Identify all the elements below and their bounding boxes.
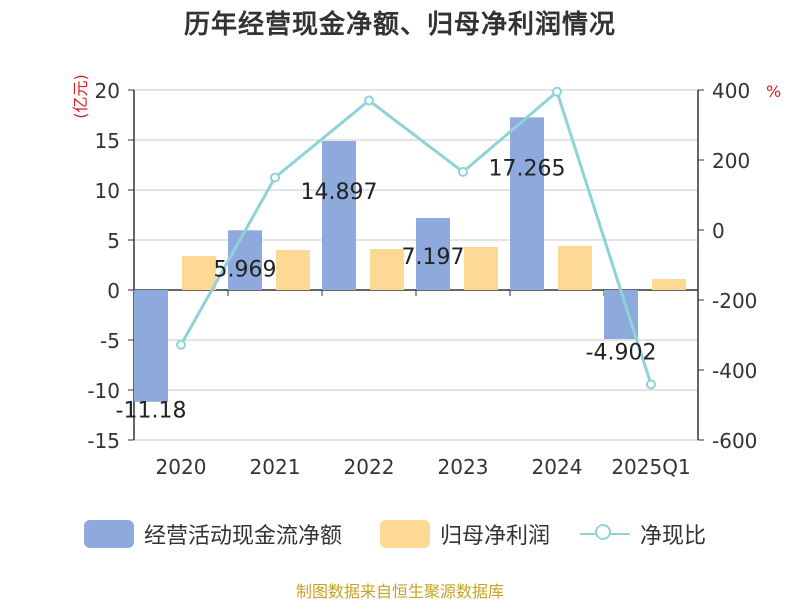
left-tick-label: 15: [95, 129, 120, 153]
left-tick-label: -5: [100, 329, 120, 353]
legend-item-net-profit[interactable]: 归母净利润: [380, 516, 550, 552]
left-tick-label: 5: [107, 229, 120, 253]
data-label-cashflow: 17.265: [489, 156, 566, 181]
data-label-cashflow: 7.197: [402, 245, 465, 270]
right-tick-label: 400: [712, 79, 750, 103]
chart-title: 历年经营现金净额、归母净利润情况: [183, 10, 616, 40]
category-label: 2023: [438, 455, 489, 479]
bar-net-profit: [370, 249, 404, 290]
right-tick-label: -200: [712, 289, 757, 313]
bar-net-profit: [652, 279, 686, 290]
bar-net-profit: [558, 246, 592, 290]
category-label: 2022: [344, 455, 395, 479]
bar-net-profit: [464, 247, 498, 290]
bar-cashflow: [322, 141, 356, 290]
legend-item-cashflow[interactable]: 经营活动现金流净额: [84, 516, 342, 552]
point-cash-ratio: [646, 379, 656, 390]
category-label: 2020: [156, 455, 207, 479]
right-axis-unit: %: [766, 82, 782, 101]
line-cash-ratio: [179, 89, 653, 385]
bar-cashflow: [228, 230, 262, 290]
left-tick-label: 20: [95, 79, 120, 103]
source-note: 制图数据来自恒生聚源数据库: [295, 582, 504, 601]
legend-line-cash-ratio: [580, 520, 630, 548]
bar-net-profit: [276, 250, 310, 290]
legend-swatch-net-profit: [380, 520, 430, 548]
legend: 经营活动现金流净额 归母净利润 净现比: [0, 516, 800, 552]
legend-label-net-profit: 归母净利润: [440, 524, 551, 549]
point-cash-ratio: [364, 95, 374, 106]
right-tick-label: -400: [712, 359, 757, 383]
category-label: 2021: [250, 455, 301, 479]
point-cash-ratio: [552, 86, 562, 97]
right-tick-label: 200: [712, 149, 750, 173]
left-tick-label: 0: [107, 279, 120, 303]
bar-cashflow: [416, 218, 450, 290]
legend-marker-icon: [595, 524, 611, 540]
legend-label-cash-ratio: 净现比: [640, 524, 707, 549]
category-label: 2024: [532, 455, 583, 479]
data-label-cashflow: 5.969: [214, 257, 277, 282]
bar-cashflow: [134, 290, 168, 402]
legend-label-cashflow: 经营活动现金流净额: [144, 524, 343, 549]
category-label: 2025Q1: [611, 455, 690, 479]
data-label-cashflow: -11.18: [116, 399, 187, 424]
bar-cashflow: [510, 117, 544, 290]
bar-net-profit: [182, 256, 216, 290]
point-cash-ratio: [270, 172, 280, 183]
left-tick-label: 10: [95, 179, 120, 203]
data-label-cashflow: -4.902: [586, 340, 657, 365]
right-tick-label: -600: [712, 429, 757, 453]
point-cash-ratio: [458, 166, 468, 177]
legend-swatch-cashflow: [84, 520, 134, 548]
data-label-cashflow: 14.897: [301, 180, 378, 205]
left-tick-label: -10: [87, 379, 120, 403]
right-tick-label: 0: [712, 219, 725, 243]
legend-item-cash-ratio[interactable]: 净现比: [580, 516, 706, 552]
left-tick-label: -15: [87, 429, 120, 453]
point-cash-ratio: [176, 339, 186, 350]
